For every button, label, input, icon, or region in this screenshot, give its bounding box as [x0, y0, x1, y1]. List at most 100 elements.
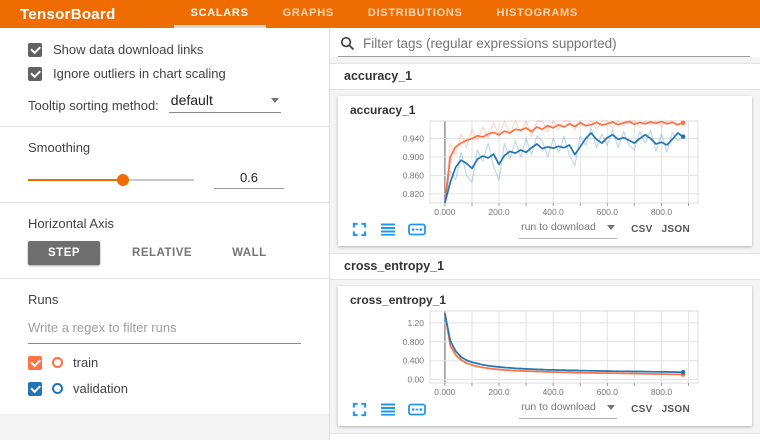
ignore-outliers-row: Ignore outliers in chart scaling — [28, 66, 301, 81]
tag-filter-input[interactable] — [363, 36, 750, 51]
run-train-checkbox[interactable] — [28, 355, 42, 370]
svg-text:0.860: 0.860 — [403, 170, 425, 180]
json-download-link[interactable]: JSON — [661, 223, 690, 235]
chevron-down-icon — [607, 224, 616, 230]
run-to-download-select[interactable]: run to download — [519, 219, 618, 239]
app-header: TensorBoard SCALARS GRAPHS DISTRIBUTIONS… — [0, 0, 760, 28]
svg-text:600.0: 600.0 — [597, 387, 619, 397]
group-body-accuracy: accuracy_1 0.820 0.860 0.900 0.940 0.000 200.… — [330, 90, 760, 253]
main-content: accuracy_1 accuracy_1 0.820 0.860 0.900 0.9… — [330, 28, 760, 440]
top-nav: SCALARS GRAPHS DISTRIBUTIONS HISTOGRAMS — [173, 0, 595, 28]
divider — [0, 202, 329, 203]
tooltip-sorting-dropdown[interactable]: default — [168, 91, 281, 113]
runs-label: Runs — [28, 292, 59, 307]
svg-text:800.0: 800.0 — [651, 387, 673, 397]
sidebar: Show data download links Ignore outliers… — [0, 28, 330, 440]
svg-text:0.00: 0.00 — [407, 375, 424, 385]
group-header-final-training-ops[interactable]: final_training_ops — [330, 433, 760, 440]
group-header-cross-entropy[interactable]: cross_entropy_1 — [330, 253, 760, 280]
run-row-validation: validation — [28, 381, 301, 396]
sidebar-panel: Show data download links Ignore outliers… — [0, 28, 329, 415]
fit-domain-icon — [408, 403, 426, 415]
smoothing-slider-thumb[interactable] — [116, 173, 129, 186]
json-download-link[interactable]: JSON — [661, 403, 690, 415]
horizontal-axis-label: Horizontal Axis — [28, 216, 114, 231]
svg-text:0.800: 0.800 — [403, 337, 425, 347]
svg-text:200.0: 200.0 — [488, 387, 510, 397]
toggle-y-axis-button[interactable] — [379, 221, 397, 237]
card-toolbar-icons — [350, 401, 426, 417]
tab-histograms[interactable]: HISTOGRAMS — [496, 6, 578, 19]
download-links: CSV JSON — [631, 404, 690, 415]
app-title: TensorBoard — [20, 5, 116, 23]
expand-chart-button[interactable] — [350, 221, 368, 237]
run-train-color-swatch — [52, 357, 63, 368]
axis-wall-button[interactable]: WALL — [232, 247, 267, 259]
axis-relative-button[interactable]: RELATIVE — [132, 247, 193, 259]
svg-text:1.20: 1.20 — [407, 318, 424, 328]
download-controls: run to download CSV JSON — [519, 219, 690, 239]
run-to-download-label: run to download — [521, 221, 596, 233]
svg-text:800.0: 800.0 — [651, 207, 673, 217]
run-validation-label: validation — [73, 381, 128, 396]
tag-filter-row — [330, 28, 760, 57]
chevron-down-icon — [607, 404, 616, 410]
show-download-links-row: Show data download links — [28, 42, 301, 57]
csv-download-link[interactable]: CSV — [631, 403, 653, 415]
divider — [0, 278, 329, 279]
fit-domain-button[interactable] — [408, 221, 426, 237]
tab-graphs[interactable]: GRAPHS — [282, 6, 334, 19]
chevron-down-icon — [270, 97, 279, 103]
group-body-cross-entropy: cross_entropy_1 0.00 0.400 0.800 1.20 0.000 2… — [330, 280, 760, 433]
svg-text:0.900: 0.900 — [403, 152, 425, 162]
lines-icon — [381, 403, 395, 416]
tag-filter-field — [338, 36, 750, 57]
run-to-download-select[interactable]: run to download — [519, 399, 618, 419]
cross-entropy-chart[interactable]: 0.00 0.400 0.800 1.20 0.000 200.0 400.0 600.0 80… — [350, 307, 740, 399]
tooltip-sorting-value: default — [170, 92, 213, 108]
card-toolbar-icons — [350, 221, 426, 237]
download-controls: run to download CSV JSON — [519, 399, 690, 419]
card-toolbar: run to download CSV JSON — [350, 219, 740, 239]
tab-distributions[interactable]: DISTRIBUTIONS — [367, 6, 463, 19]
run-train-label: train — [73, 355, 99, 370]
smoothing-label: Smoothing — [28, 140, 91, 155]
search-icon — [340, 36, 355, 51]
svg-text:600.0: 600.0 — [597, 207, 619, 217]
smoothing-slider-row: 0.6 — [28, 170, 301, 189]
svg-text:0.000: 0.000 — [434, 387, 456, 397]
svg-text:0.940: 0.940 — [403, 134, 425, 144]
scalar-card-cross-entropy: cross_entropy_1 0.00 0.400 0.800 1.20 0.000 2… — [338, 286, 752, 426]
svg-text:200.0: 200.0 — [488, 207, 510, 217]
smoothing-slider[interactable] — [28, 173, 194, 186]
show-download-links-checkbox[interactable] — [28, 42, 42, 57]
ignore-outliers-label: Ignore outliers in chart scaling — [53, 66, 226, 81]
axis-step-button[interactable]: STEP — [28, 241, 101, 265]
toggle-y-axis-button[interactable] — [379, 401, 397, 417]
svg-text:0.820: 0.820 — [403, 189, 425, 199]
tooltip-sorting-row: Tooltip sorting method: default — [28, 91, 301, 113]
group-header-accuracy[interactable]: accuracy_1 — [330, 63, 760, 90]
run-validation-checkbox[interactable] — [28, 381, 42, 396]
runs-filter-input[interactable] — [28, 313, 301, 344]
fullscreen-icon — [352, 222, 366, 236]
smoothing-value[interactable]: 0.6 — [214, 170, 284, 189]
fit-domain-button[interactable] — [408, 401, 426, 417]
svg-text:400.0: 400.0 — [543, 387, 565, 397]
chart-title: accuracy_1 — [350, 103, 416, 117]
run-to-download-label: run to download — [521, 401, 596, 413]
ignore-outliers-checkbox[interactable] — [28, 66, 42, 81]
lines-icon — [381, 223, 395, 236]
fullscreen-icon — [352, 402, 366, 416]
csv-download-link[interactable]: CSV — [631, 223, 653, 235]
tab-scalars[interactable]: SCALARS — [173, 0, 266, 28]
svg-text:400.0: 400.0 — [543, 207, 565, 217]
download-links: CSV JSON — [631, 224, 690, 235]
chart-title: cross_entropy_1 — [350, 293, 447, 307]
accuracy-chart[interactable]: 0.820 0.860 0.900 0.940 0.000 200.0 400.0 600.0… — [350, 117, 740, 219]
run-validation-color-swatch — [52, 383, 63, 394]
scalar-card-accuracy: accuracy_1 0.820 0.860 0.900 0.940 0.000 200.… — [338, 96, 752, 246]
svg-text:0.000: 0.000 — [434, 207, 456, 217]
divider — [0, 126, 329, 127]
expand-chart-button[interactable] — [350, 401, 368, 417]
